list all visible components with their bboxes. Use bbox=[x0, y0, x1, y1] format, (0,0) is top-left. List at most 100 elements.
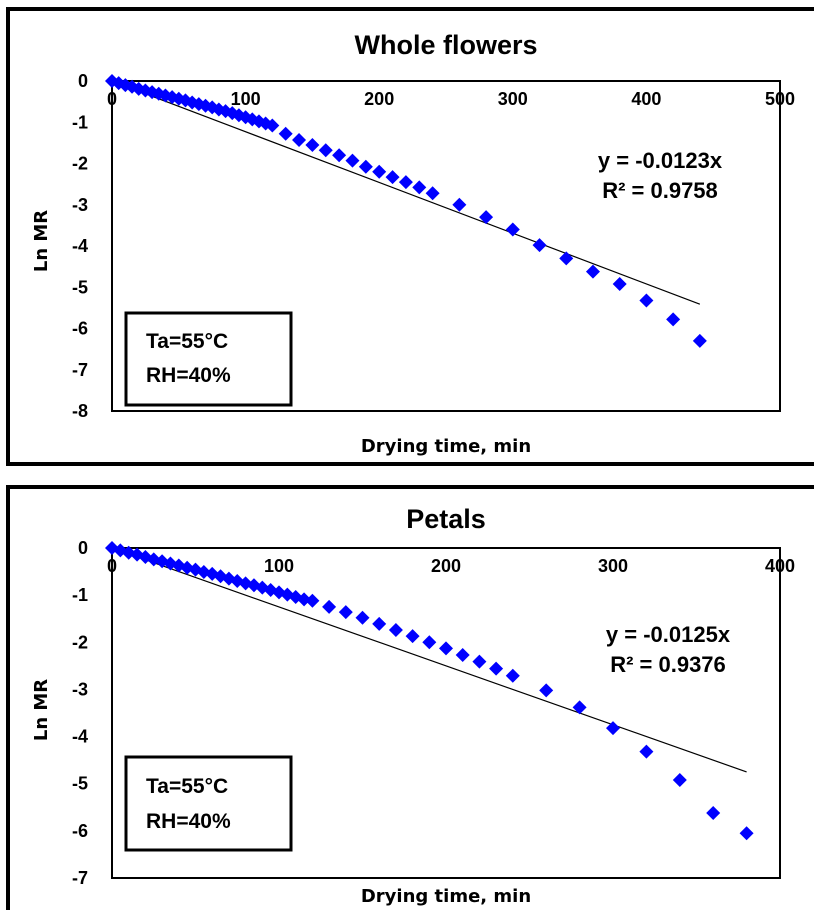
data-point bbox=[305, 137, 320, 152]
data-point bbox=[666, 312, 681, 327]
y-axis-label: Ln MR bbox=[31, 210, 52, 272]
data-point bbox=[322, 599, 337, 614]
data-point bbox=[412, 180, 427, 195]
data-point bbox=[355, 610, 370, 625]
x-tick-label: 0 bbox=[107, 556, 117, 576]
y-tick-label: -7 bbox=[72, 360, 88, 380]
chart-petals: Petals 0 100 200 300 400 0 -1 -2 -3 -4 -5 -6 -7 Ln … bbox=[6, 485, 814, 910]
x-tick-label: 500 bbox=[765, 89, 795, 109]
x-tick-label: 0 bbox=[107, 89, 117, 109]
y-tick-label: -6 bbox=[72, 821, 88, 841]
trendline bbox=[111, 80, 701, 305]
data-point bbox=[422, 635, 437, 650]
data-point bbox=[171, 558, 186, 573]
data-point bbox=[338, 605, 353, 620]
data-point bbox=[455, 648, 470, 663]
y-tick-label: -4 bbox=[72, 727, 88, 747]
y-tick-label: -3 bbox=[72, 679, 88, 699]
data-point bbox=[559, 251, 574, 266]
y-tick-label: -1 bbox=[72, 112, 88, 132]
x-tick-label: 400 bbox=[765, 556, 795, 576]
trendline bbox=[111, 547, 747, 773]
conditions-box bbox=[124, 311, 293, 407]
data-point bbox=[385, 170, 400, 185]
data-point bbox=[278, 126, 293, 141]
data-point bbox=[692, 333, 707, 348]
data-point bbox=[405, 629, 420, 644]
data-point bbox=[479, 210, 494, 225]
chart-title: Petals bbox=[406, 504, 486, 534]
x-tick-label: 100 bbox=[264, 556, 294, 576]
data-point bbox=[472, 654, 487, 669]
data-point bbox=[739, 826, 754, 841]
data-point bbox=[372, 164, 387, 179]
data-point bbox=[505, 222, 520, 237]
r-squared: R² = 0.9376 bbox=[610, 652, 726, 677]
x-tick-label: 100 bbox=[231, 89, 261, 109]
data-point bbox=[572, 700, 587, 715]
data-point bbox=[121, 545, 136, 560]
y-axis-label: Ln MR bbox=[31, 679, 52, 741]
data-point bbox=[138, 549, 153, 564]
data-point bbox=[188, 562, 203, 577]
x-axis-label: Drying time, min bbox=[361, 886, 531, 907]
data-point bbox=[292, 132, 307, 147]
chart-title: Whole flowers bbox=[354, 30, 537, 60]
y-tick-label: -8 bbox=[72, 401, 88, 421]
data-point bbox=[221, 571, 236, 586]
x-tick-label: 200 bbox=[364, 89, 394, 109]
data-point bbox=[452, 197, 467, 212]
x-axis-label: Drying time, min bbox=[361, 436, 531, 457]
data-point bbox=[639, 744, 654, 759]
plot-area bbox=[111, 80, 781, 412]
data-point bbox=[280, 587, 295, 602]
condition-humidity: RH=40% bbox=[146, 364, 231, 387]
y-tick-label: -4 bbox=[72, 236, 88, 256]
data-point bbox=[345, 153, 360, 168]
y-tick-label: 0 bbox=[78, 71, 88, 91]
y-tick-label: -2 bbox=[72, 632, 88, 652]
data-point bbox=[585, 264, 600, 279]
data-point bbox=[532, 238, 547, 253]
data-point bbox=[155, 554, 170, 569]
data-point bbox=[372, 616, 387, 631]
y-tick-label: -5 bbox=[72, 277, 88, 297]
condition-temperature: Ta=55°C bbox=[146, 330, 228, 353]
condition-temperature: Ta=55°C bbox=[146, 775, 228, 798]
data-point bbox=[297, 592, 312, 607]
data-point bbox=[489, 661, 504, 676]
data-point bbox=[439, 641, 453, 656]
data-point bbox=[318, 143, 333, 158]
data-point bbox=[332, 148, 347, 163]
r-squared: R² = 0.9758 bbox=[602, 178, 718, 203]
y-tick-label: -3 bbox=[72, 195, 88, 215]
y-tick-label: -5 bbox=[72, 774, 88, 794]
data-point bbox=[639, 293, 654, 308]
trend-equation: y = -0.0123x bbox=[598, 148, 723, 173]
data-point bbox=[388, 623, 403, 638]
x-tick-label: 400 bbox=[631, 89, 661, 109]
data-point bbox=[505, 668, 520, 683]
data-point bbox=[305, 593, 320, 608]
data-point bbox=[246, 578, 261, 593]
y-tick-label: -2 bbox=[72, 154, 88, 174]
data-point bbox=[612, 276, 627, 291]
y-tick-label: -6 bbox=[72, 319, 88, 339]
x-tick-label: 300 bbox=[598, 556, 628, 576]
condition-humidity: RH=40% bbox=[146, 810, 231, 833]
y-tick-label: 0 bbox=[78, 538, 88, 558]
trend-equation: y = -0.0125x bbox=[606, 622, 731, 647]
conditions-box bbox=[124, 755, 293, 852]
data-point bbox=[425, 186, 440, 201]
y-tick-label: -1 bbox=[72, 585, 88, 605]
data-point bbox=[358, 159, 373, 174]
chart-whole-flowers: Whole flowers 0 100 200 300 400 500 0 -1 -2 -3 -4… bbox=[6, 7, 814, 466]
data-point bbox=[672, 772, 687, 787]
x-tick-label: 300 bbox=[498, 89, 528, 109]
data-point bbox=[706, 805, 721, 820]
data-point bbox=[539, 683, 554, 698]
x-tick-label: 200 bbox=[431, 556, 461, 576]
data-point bbox=[606, 721, 620, 736]
data-point bbox=[205, 566, 220, 581]
y-tick-label: -7 bbox=[72, 868, 88, 888]
